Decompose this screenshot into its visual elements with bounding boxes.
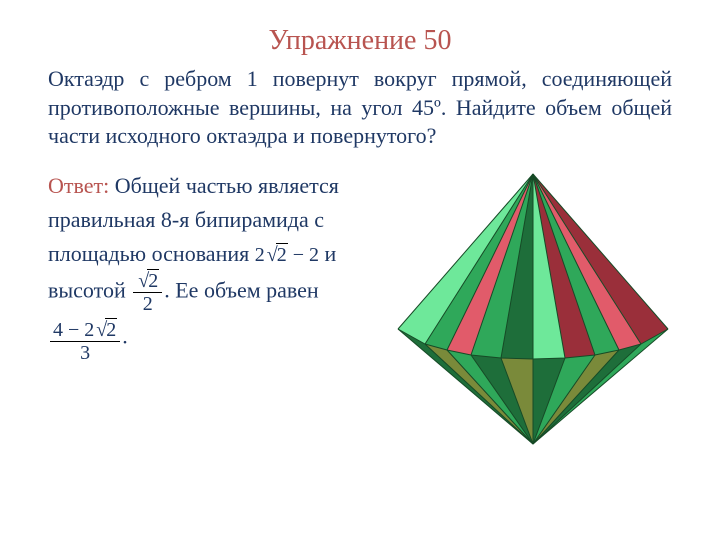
figure-holder <box>393 169 673 459</box>
answer-row: Ответ: Общей частью является правильная … <box>48 169 672 459</box>
problem-text: Октаэдр с ребром 1 повернут вокруг прямо… <box>48 65 672 151</box>
answer-part3: Ее объем равен <box>170 278 319 303</box>
bipyramid-icon <box>393 169 673 459</box>
formula-base-area: 22 − 2 <box>255 240 319 271</box>
answer-text: Ответ: Общей частью является правильная … <box>48 169 393 364</box>
formula-height: 22 <box>131 271 164 314</box>
formula-volume: 4 − 22 3 <box>48 320 122 363</box>
answer-label: Ответ: <box>48 173 109 198</box>
exercise-title: Упражнение 50 <box>48 25 672 57</box>
slide: Упражнение 50 Октаэдр с ребром 1 поверну… <box>0 0 720 540</box>
